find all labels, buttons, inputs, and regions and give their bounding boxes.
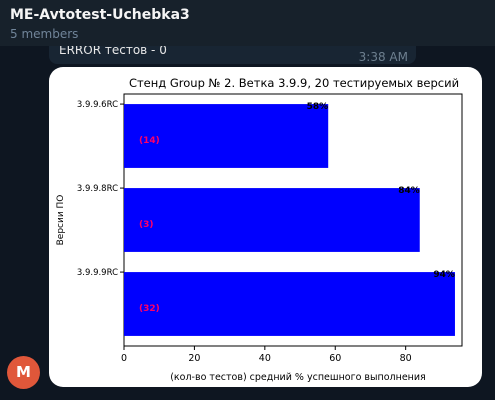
sender-avatar[interactable]: M	[7, 356, 40, 389]
bar-count-label: (32)	[139, 304, 160, 314]
chat-title: ME-Avtotest-Uchebka3	[10, 7, 190, 23]
bar-value-label: 58%	[307, 102, 329, 112]
y-axis-label: Версии ПО	[56, 195, 66, 246]
previous-message-bubble[interactable]: ERROR тестов - 0 3:38 AM	[49, 46, 416, 64]
bar-value-label: 94%	[433, 270, 455, 280]
y-tick-label: 3.9.9.6RC	[77, 100, 118, 110]
bar-chart: Стенд Group № 2. Ветка 3.9.9, 20 тестиру…	[56, 76, 463, 383]
x-tick-label: 40	[259, 353, 271, 364]
x-axis-label: (кол-во тестов) средний % успешного выпо…	[170, 372, 426, 383]
x-tick-label: 60	[329, 353, 341, 364]
chart-message-bubble[interactable]: Стенд Group № 2. Ветка 3.9.9, 20 тестиру…	[49, 67, 482, 387]
bar-count-label: (14)	[139, 136, 160, 146]
bar	[124, 188, 420, 252]
message-time: 3:38 AM	[358, 50, 408, 64]
x-tick-label: 20	[188, 353, 200, 364]
bar-count-label: (3)	[139, 220, 154, 230]
member-count: 5 members	[10, 27, 79, 41]
y-tick-label: 3.9.9.9RC	[77, 268, 118, 278]
bar-value-label: 84%	[398, 186, 420, 196]
x-tick-label: 0	[121, 353, 127, 364]
previous-message-text: ERROR тестов - 0	[59, 46, 167, 57]
bar	[124, 272, 455, 336]
x-tick-label: 80	[400, 353, 412, 364]
bar	[124, 104, 329, 168]
chart-title: Стенд Group № 2. Ветка 3.9.9, 20 тестиру…	[129, 76, 459, 90]
y-tick-label: 3.9.9.8RC	[77, 184, 118, 194]
chat-header[interactable]: ME-Avtotest-Uchebka3 5 members	[0, 0, 495, 46]
